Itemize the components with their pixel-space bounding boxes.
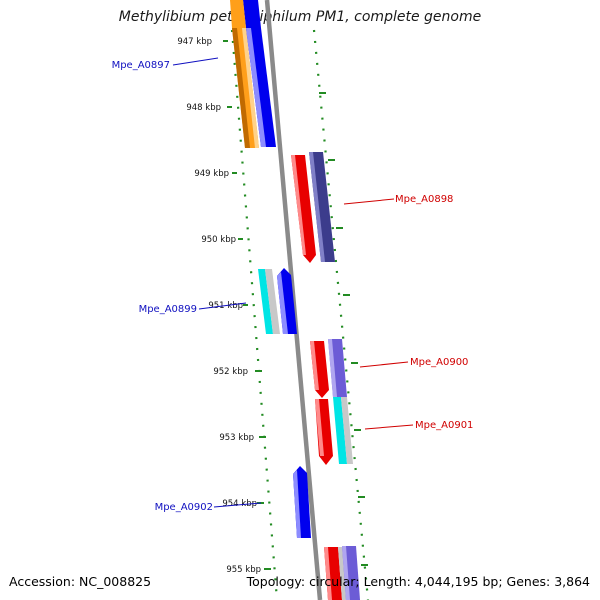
gene-feature-red-4-highlight xyxy=(324,547,332,600)
gene-label-mpe-a0897[interactable]: Mpe_A0897 xyxy=(112,60,170,71)
gene-label-mpe-a0898[interactable]: Mpe_A0898 xyxy=(395,194,453,205)
tick-label: 952 kbp xyxy=(213,367,248,377)
gene-feature-gray-3 xyxy=(338,547,347,600)
tick-label: 953 kbp xyxy=(219,433,254,443)
tick-marks xyxy=(223,40,368,570)
leader-line-mpe-a0897 xyxy=(172,57,219,66)
gene-feature-orange-shadow xyxy=(232,28,250,148)
gene-mpe-a0900-highlight xyxy=(328,339,337,397)
gene-label-mpe-a0901[interactable]: Mpe_A0901 xyxy=(415,420,473,431)
gene-mpe-a0901[interactable] xyxy=(333,397,347,464)
map-title: Methylibium petroleiphilum PM1, complete… xyxy=(118,9,482,25)
tick-label: 954 kbp xyxy=(222,499,257,509)
gene-feature-gray-2 xyxy=(341,397,353,464)
leader-line-mpe-a0900 xyxy=(359,361,409,368)
gene-feature-red-2-highlight xyxy=(310,341,319,390)
gene-feature-gray xyxy=(265,269,280,334)
tick-label: 949 kbp xyxy=(194,169,229,179)
tick-label: 947 kbp xyxy=(177,37,212,47)
gene-feature-orange-shadow xyxy=(242,28,259,148)
leader-line-mpe-a0898 xyxy=(343,198,395,205)
gene-mpe-a0897-highlight xyxy=(246,28,266,147)
gene-feature-red-3-highlight xyxy=(315,399,324,456)
tick-label: 950 kbp xyxy=(201,235,236,245)
tick-label: 955 kbp xyxy=(226,565,261,575)
leader-line-mpe-a0899 xyxy=(198,302,247,310)
tick-label: 948 kbp xyxy=(186,103,221,113)
leader-line-mpe-a0901 xyxy=(364,424,414,430)
gene-feature-lavender-bottom-highlight xyxy=(342,546,350,600)
accession-text: Accession: NC_008825 xyxy=(9,574,152,589)
gene-label-mpe-a0902[interactable]: Mpe_A0902 xyxy=(155,502,213,513)
gene-mpe-a0902-highlight xyxy=(293,470,301,538)
gene-feature-blue-top xyxy=(243,0,261,28)
gene-mpe-a0898-highlight xyxy=(309,152,325,262)
gene-feature-cyan[interactable] xyxy=(258,269,273,334)
gene-feature-red-highlight xyxy=(291,155,306,255)
gene-feature-orange-top xyxy=(230,0,246,28)
gene-mpe-a0899-highlight xyxy=(277,272,288,334)
leader-line-mpe-a0902 xyxy=(213,502,262,508)
ruler-right xyxy=(312,29,370,600)
gene-label-mpe-a0899[interactable]: Mpe_A0899 xyxy=(139,304,197,315)
genome-summary-text: Topology: circular; Length: 4,044,195 bp… xyxy=(246,574,590,589)
gene-label-mpe-a0900[interactable]: Mpe_A0900 xyxy=(410,357,468,368)
